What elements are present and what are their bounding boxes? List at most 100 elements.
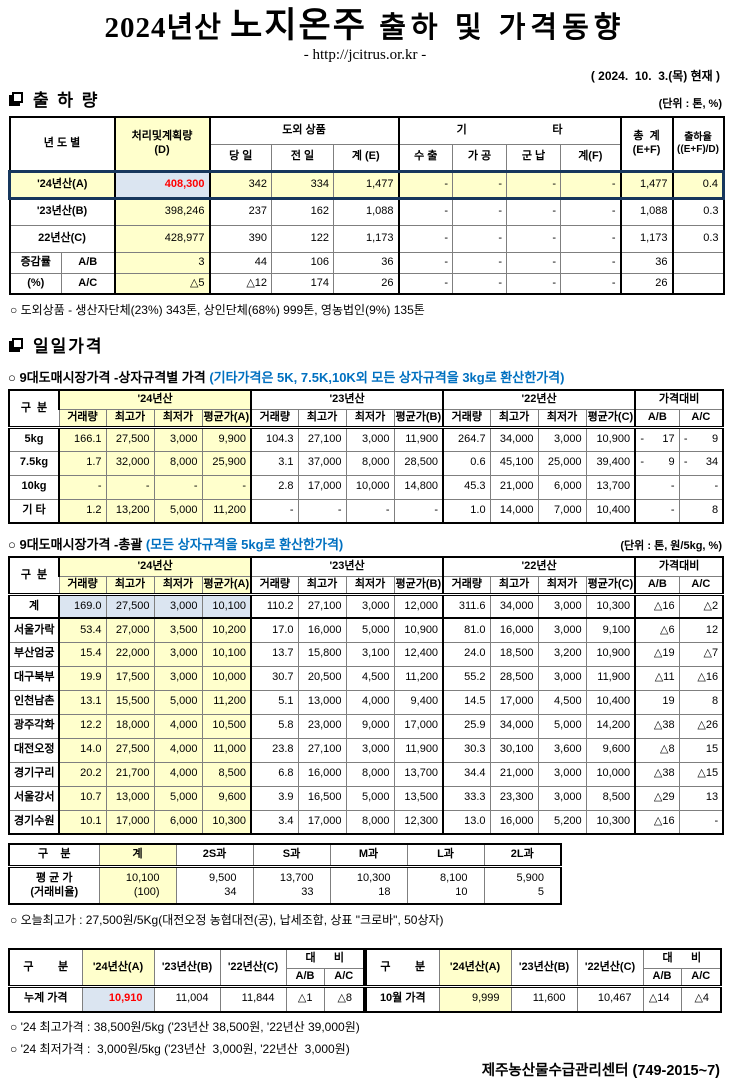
header-cell: 년 도 별 bbox=[8, 116, 116, 172]
header-cell: S과 bbox=[252, 843, 331, 868]
cell: 9,500 34 bbox=[175, 865, 254, 905]
cell: 25.9 bbox=[442, 713, 491, 739]
cell: 5.8 bbox=[250, 713, 299, 739]
cell: 30.3 bbox=[442, 737, 491, 763]
cell: - bbox=[506, 272, 562, 295]
cell: 14.0 bbox=[58, 737, 107, 763]
cell: 5,000 bbox=[345, 617, 395, 643]
cell: 13.7 bbox=[250, 641, 299, 667]
cell: 10,100 bbox=[201, 641, 252, 667]
cell: 34,000 bbox=[489, 593, 539, 620]
cell: 27,100 bbox=[297, 737, 347, 763]
header-cell: 최고가 bbox=[489, 408, 539, 429]
header-cell: L과 bbox=[406, 843, 485, 868]
header-cell: 구 분 bbox=[8, 556, 60, 596]
cell: 36 bbox=[333, 251, 400, 274]
month-price-table: 구 분 '24년산(A) '23년산(B) '22년산(C) 대 비 A/B A/C 10월 … bbox=[365, 948, 723, 1013]
cell: 3,000 bbox=[345, 426, 395, 452]
cell: 1,477 bbox=[333, 169, 400, 200]
cell: 26 bbox=[619, 272, 674, 295]
cell: 5,000 bbox=[153, 689, 203, 715]
total-price-subtitle-text: ○ 9대도매시장가격 -총괄 bbox=[8, 537, 146, 553]
header-cell: 출하율 ((E+F)/D) bbox=[671, 116, 725, 172]
cell: 서울강서 bbox=[8, 785, 60, 811]
header-cell: 거래량 bbox=[442, 575, 491, 596]
cell: 계 bbox=[8, 593, 60, 620]
cell: 3.9 bbox=[250, 785, 299, 811]
cell: 13,500 bbox=[393, 785, 444, 811]
header-cell: 가격대비 bbox=[634, 389, 724, 410]
cell: 7,000 bbox=[537, 498, 587, 524]
cell: - bbox=[397, 272, 454, 295]
cell: 5,000 bbox=[345, 785, 395, 811]
cell: 3,000 bbox=[537, 617, 587, 643]
cell: 27,500 bbox=[105, 426, 155, 452]
cell: A/C bbox=[60, 272, 116, 295]
cell: 8,000 bbox=[345, 450, 395, 476]
section-square-icon bbox=[12, 92, 23, 104]
cell: 17,500 bbox=[105, 665, 155, 691]
cell: 174 bbox=[271, 272, 335, 295]
section-square-icon bbox=[12, 338, 23, 350]
cell: - 34 bbox=[678, 450, 724, 476]
cell: 14,800 bbox=[393, 474, 444, 500]
cell: 104.3 bbox=[250, 426, 299, 452]
header-cell: 전 일 bbox=[271, 143, 335, 172]
cell: 7.5kg bbox=[8, 450, 60, 476]
header-cell: 평균가(C) bbox=[585, 575, 636, 596]
header-cell: 평균가(C) bbox=[585, 408, 636, 429]
cell: - bbox=[297, 498, 347, 524]
cell: 8,100 10 bbox=[406, 865, 485, 905]
cell: 10,900 bbox=[585, 426, 636, 452]
header-cell: 가격대비 bbox=[634, 556, 724, 577]
cell: 10,000 bbox=[345, 474, 395, 500]
header-cell: '23년산(B) bbox=[153, 948, 221, 988]
cell: 3,500 bbox=[153, 617, 203, 643]
cell: 169.0 bbox=[58, 593, 107, 620]
header-cell: '24년산 bbox=[57, 556, 252, 577]
grade-price-table: 구 분 계 2S과 S과 M과 L과 2L과 평 균 가 (거래비율) 10,100 (100)… bbox=[8, 843, 562, 906]
daily-price-section-header: 일일가격 bbox=[8, 332, 722, 357]
page-title: 2024년산 노지온주 출하 및 가격동향 bbox=[8, 6, 722, 46]
cell: 3,000 bbox=[345, 593, 395, 620]
header-cell: A/B bbox=[634, 408, 680, 429]
cell: 15 bbox=[678, 737, 724, 763]
cell: 4,000 bbox=[153, 761, 203, 787]
header-cell: '23년산(B) bbox=[510, 948, 578, 988]
cell: - bbox=[393, 498, 444, 524]
cell: 8,500 bbox=[201, 761, 252, 787]
cell: 대전오정 bbox=[8, 737, 60, 763]
daily-price-section-label: 일일가격 bbox=[33, 337, 104, 357]
cell: - bbox=[452, 251, 508, 274]
box-price-subtitle-row: ○ 9대도매시장가격 -상자규격별 가격 (기타가격은 5K, 7.5K,10K… bbox=[8, 367, 722, 386]
cell: 11,200 bbox=[201, 689, 252, 715]
cell: 45.3 bbox=[442, 474, 491, 500]
cell: 27,100 bbox=[297, 593, 347, 620]
cell: 인천남촌 bbox=[8, 689, 60, 715]
cell: 1,477 bbox=[619, 169, 674, 200]
low-price-note: ○ '24 최저가격 : 3,000원/5kg ('23년산 3,000원, '… bbox=[10, 1042, 350, 1056]
title-year: 2024년산 bbox=[104, 12, 231, 44]
cell: 3,000 bbox=[153, 665, 203, 691]
cell: 11,200 bbox=[393, 665, 444, 691]
cell: 22년산(C) bbox=[8, 224, 116, 253]
cell: 1,088 bbox=[333, 197, 400, 226]
cell: 237 bbox=[209, 197, 273, 226]
cell: - bbox=[397, 197, 454, 226]
cell: 8,000 bbox=[345, 809, 395, 835]
cell: - bbox=[560, 251, 622, 274]
cell: 17,000 bbox=[297, 474, 347, 500]
cell: - bbox=[201, 474, 252, 500]
cell: △6 bbox=[634, 617, 680, 643]
cell: 34,000 bbox=[489, 426, 539, 452]
header-cell: 최고가 bbox=[489, 575, 539, 596]
cell: - bbox=[452, 272, 508, 295]
cell: △38 bbox=[634, 713, 680, 739]
cell: 9,000 bbox=[345, 713, 395, 739]
cell: (%) bbox=[9, 272, 62, 295]
cell: 10,000 bbox=[201, 665, 252, 691]
cell: 14,000 bbox=[489, 498, 539, 524]
cell: - bbox=[452, 224, 508, 253]
header-cell: 최고가 bbox=[105, 575, 155, 596]
cell: 10.7 bbox=[58, 785, 107, 811]
